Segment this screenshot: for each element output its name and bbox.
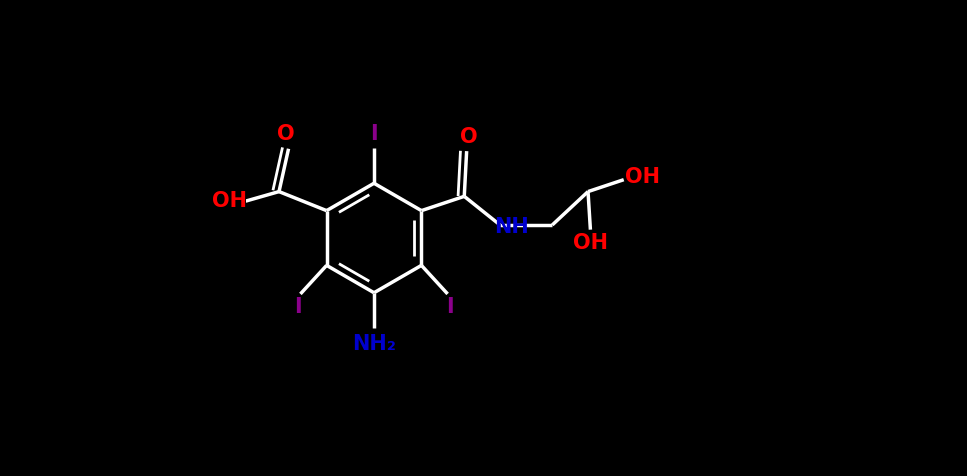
Text: OH: OH [572,233,608,253]
Text: NH: NH [494,217,529,238]
Text: OH: OH [212,191,247,211]
Text: O: O [460,127,478,147]
Text: NH₂: NH₂ [352,334,396,354]
Text: O: O [278,124,295,145]
Text: I: I [294,297,302,317]
Text: I: I [446,297,454,317]
Text: I: I [370,124,378,144]
Text: OH: OH [626,167,660,188]
